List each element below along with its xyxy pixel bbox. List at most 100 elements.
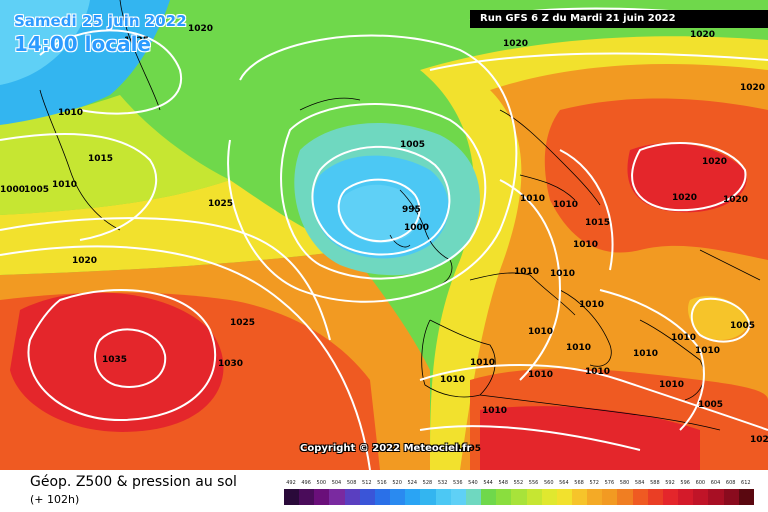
scale-swatch [571,489,588,505]
isobar-label: 1025 [230,318,255,328]
isobar-995-low [337,178,421,243]
isobar-labels: 1020 1025 1020 1020 1020 1010 1015 1005 … [0,24,768,454]
isobar-1010-c [499,179,562,381]
isobar-label: 1005 [24,185,49,195]
isobar-label: 1010 [52,180,77,190]
scale-label: 540 [468,480,478,486]
scale-label: 556 [528,480,539,486]
isobar-1005-s [419,425,641,451]
scale-swatch [693,489,709,505]
isobar-label: 1025 [208,199,233,209]
isobar-1005-balkan [690,297,752,343]
isobar-1030-high [27,289,216,422]
scale-label: 520 [392,480,402,486]
scale-swatch [602,489,618,505]
scale-label: 552 [513,480,524,486]
isobar-label: 1010 [482,406,507,416]
scale-swatch [541,489,557,505]
field-red-ne [627,142,747,213]
isobar-label: 1010 [553,200,578,210]
isobar-label: 1010 [520,194,545,204]
coast-north-africa [479,394,721,431]
geopotential-field [0,0,768,470]
field-cyan-low [338,184,420,244]
scale-swatch [617,489,633,505]
isobar-label: 1005 [400,140,425,150]
coast-uk [399,189,453,286]
scale-label: 572 [589,480,599,486]
isobar-1010-s [419,364,768,431]
isobar-label: 995 [402,205,421,215]
coast-greenland-east [119,0,161,111]
scale-label: 548 [498,480,509,486]
scale-swatch [465,489,482,505]
isobar-1015-nw [39,29,183,115]
scale-label: 580 [619,480,630,486]
scale-swatch [662,489,679,505]
color-scale-labels: 492 496 500 504 508 512 516 520 524 528 532 536 540 5… [284,480,754,488]
isobar-label: 1005 [698,400,723,410]
scale-label: 588 [650,480,660,486]
scale-label: 592 [665,480,675,486]
field-yellowgreen-w [0,95,230,215]
coast-iceland [299,97,361,111]
scale-label: 536 [452,480,463,486]
isobar-1015-c [559,149,614,271]
isobar-label: 1025 [124,36,149,46]
scale-label: 544 [483,480,493,486]
scale-swatch [723,489,739,505]
isobar-label: 1015 [585,218,610,228]
isobar-label: 1010 [585,367,610,377]
scale-swatch [678,489,694,505]
isobar-1010-low [227,34,518,303]
isobar-label: 1010 [659,380,684,390]
scale-swatch [374,489,391,505]
scale-label: 512 [362,480,372,486]
scale-swatch [299,489,315,505]
scale-label: 500 [316,480,327,486]
color-scale-bar [284,489,754,505]
scale-label: 508 [346,480,357,486]
scale-swatch [390,489,406,505]
isobar-1005-low [280,102,487,280]
isobar-1000-low [311,145,451,256]
isobar-label: 1020 [723,195,748,205]
scale-swatch [344,489,360,505]
isobar-label: 1035 [102,355,127,365]
coast-balkans [639,319,705,401]
scale-swatch [738,489,754,505]
scale-label: 524 [407,480,418,486]
scale-label: 496 [301,480,311,486]
scale-swatch [556,489,572,505]
scale-label: 568 [574,480,584,486]
forecast-date: Samedi 25 juin 2022 [14,12,187,30]
isobar-1010-e [599,289,705,431]
scale-label: 612 [741,480,751,486]
coast-italy [559,289,612,367]
coast-ireland [389,234,411,248]
isobar-1010-w [0,133,158,241]
isobar-label: 1020 [672,193,697,203]
isobar-label: 1015 [88,154,113,164]
field-yellow-w [0,180,350,275]
isobar-label: 1020 [740,83,765,93]
scale-label: 600 [695,480,706,486]
copyright-notice: Copyright © 2022 Meteociel.fr [300,443,472,454]
isobar-label: 1020 [702,157,727,167]
isobar-1020-sw [0,217,331,341]
scale-swatch [511,489,527,505]
isobar-label: 1010 [695,346,720,356]
scale-swatch [632,489,648,505]
scale-swatch [708,489,724,505]
coastlines [39,0,761,431]
scale-swatch [405,489,421,505]
coast-scandinavia [499,109,601,206]
isobar-label: 1010 [566,343,591,353]
isobar-label: 1005 [456,444,481,454]
isobar-label: 1020 [72,256,97,266]
isobar-label: 1010 [573,240,598,250]
coast-black-sea [699,249,761,281]
field-yellow-balkan [688,296,750,340]
scale-label: 528 [422,480,433,486]
isobar-1020-ne [631,141,747,212]
